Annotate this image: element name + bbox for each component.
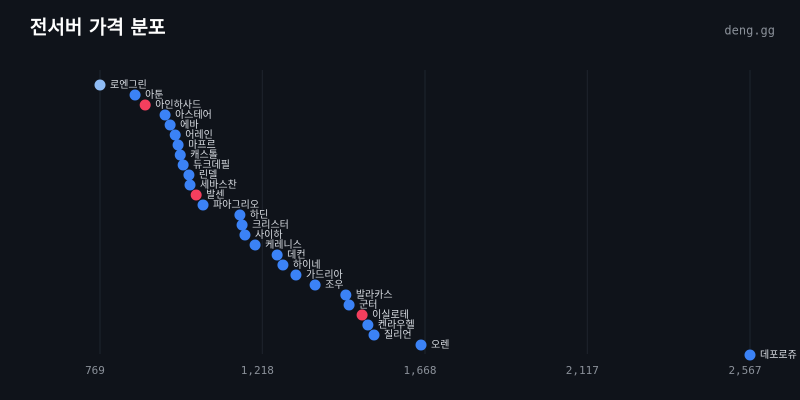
point-label: 크리스터 [252, 219, 289, 231]
point-label: 하이네 [293, 258, 321, 271]
point [184, 179, 196, 191]
point-label: 발라카스 [356, 289, 393, 301]
point-label: 사이하 [255, 228, 283, 241]
point-label: 아인하사드 [155, 98, 201, 111]
point-label: 케레니스 [265, 239, 302, 251]
point [415, 339, 427, 351]
point-label: 파아그리오 [213, 199, 259, 211]
point-label: 로엔그린 [110, 79, 147, 91]
point-label: 세바스찬 [200, 179, 237, 191]
point-label: 린델 [199, 169, 217, 181]
point-label: 가드리아 [306, 269, 343, 281]
x-tick-label: 1,218 [241, 364, 274, 377]
point-label: 듀크데필 [193, 159, 230, 171]
point [236, 219, 248, 231]
point [190, 189, 202, 201]
point-label: 조우 [325, 279, 343, 291]
x-tick-label: 2,117 [566, 364, 599, 377]
point-label: 하딘 [250, 208, 268, 221]
point [368, 329, 380, 341]
point [362, 319, 374, 331]
point-label: 데컨 [287, 249, 305, 261]
point-label: 발센 [206, 189, 224, 201]
point [174, 149, 186, 161]
point [159, 109, 171, 121]
point [340, 289, 352, 301]
point [343, 299, 355, 311]
point-label: 마프르 [188, 139, 216, 151]
point [271, 249, 283, 261]
point-label: 데포로쥬 [760, 349, 797, 361]
point-label: 오렌 [431, 339, 449, 351]
point [197, 199, 209, 211]
point [234, 209, 246, 221]
point [164, 119, 176, 131]
point [249, 239, 261, 251]
point-label: 아스테어 [175, 109, 212, 121]
point [277, 259, 289, 271]
chart-title: 전서버 가격 분포 [30, 17, 166, 39]
x-tick-label: 1,668 [403, 364, 436, 377]
x-tick-label: 2,567 [728, 364, 761, 377]
point [239, 229, 251, 241]
point [744, 349, 756, 361]
x-tick-label: 769 [85, 364, 105, 377]
point [290, 269, 302, 281]
point-label: 어레인 [185, 129, 213, 141]
brand: deng.gg [724, 24, 775, 38]
point-label: 캐스톨 [190, 149, 218, 161]
point [94, 79, 106, 91]
point [129, 89, 141, 101]
point [309, 279, 321, 291]
point-label: 질리언 [384, 329, 412, 341]
point-label: 아툰 [145, 89, 163, 101]
point [356, 309, 368, 321]
point-label: 켄라우헬 [378, 319, 415, 331]
point-label: 이실로테 [372, 309, 409, 321]
point [139, 99, 151, 111]
point [172, 139, 184, 151]
point-label: 에바 [180, 119, 198, 131]
point [169, 129, 181, 141]
point-label: 군터 [359, 299, 377, 311]
point [183, 169, 195, 181]
point [177, 159, 189, 171]
